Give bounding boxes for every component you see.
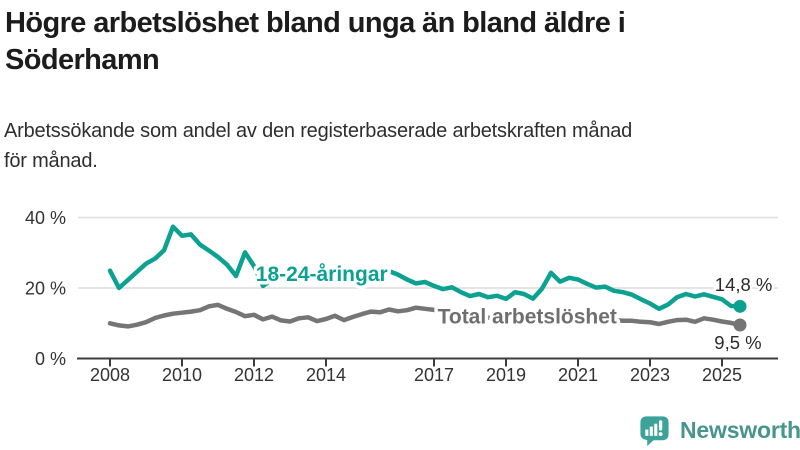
- newsworthy-logo: Newsworthy: [638, 414, 800, 447]
- series-label-total: Total arbetslöshet: [438, 305, 617, 328]
- newsworthy-speech-bubble-chart-icon: [640, 416, 669, 447]
- x-tick-label-2023: 2023: [630, 365, 670, 385]
- unemployment-line-chart: 0 % 20 % 40 % 2008 2010 2012 2014 2017 2019 2021 2…: [25, 208, 778, 385]
- chart-subtitle-line-1: Arbetssökande som andel av den registerb…: [4, 120, 633, 142]
- x-tick-label-2010: 2010: [162, 365, 202, 385]
- chart-subtitle: Arbetssökande som andel av den registerb…: [4, 116, 794, 176]
- page-title-line-2: Söderhamn: [5, 44, 160, 76]
- chart-subtitle-line-2: för månad.: [4, 150, 98, 172]
- x-tick-label-2014: 2014: [306, 365, 346, 385]
- x-tick-label-2021: 2021: [558, 365, 598, 385]
- x-tick-label-2017: 2017: [414, 365, 454, 385]
- x-tick-label-2008: 2008: [90, 365, 130, 385]
- page-title: Högre arbetslöshet bland unga än bland ä…: [5, 5, 795, 79]
- x-tick-label-2025: 2025: [702, 365, 742, 385]
- page-title-line-1: Högre arbetslöshet bland unga än bland ä…: [5, 7, 626, 39]
- end-value-label-youth: 14,8 %: [715, 274, 773, 295]
- series-label-youth: 18-24-åringar: [256, 263, 388, 286]
- end-value-label-total: 9,5 %: [714, 332, 761, 353]
- end-dot-youth: [733, 299, 747, 313]
- y-tick-label-40: 40 %: [25, 208, 66, 228]
- series-line-youth: [107, 224, 743, 312]
- x-tick-label-2012: 2012: [234, 365, 274, 385]
- series-line-total: [107, 302, 743, 329]
- end-dot-total: [733, 318, 747, 332]
- newsworthy-logo-text: Newsworthy: [680, 417, 800, 443]
- x-tick-label-2019: 2019: [486, 365, 526, 385]
- y-tick-label-0: 0 %: [35, 349, 66, 369]
- y-tick-label-20: 20 %: [25, 279, 66, 299]
